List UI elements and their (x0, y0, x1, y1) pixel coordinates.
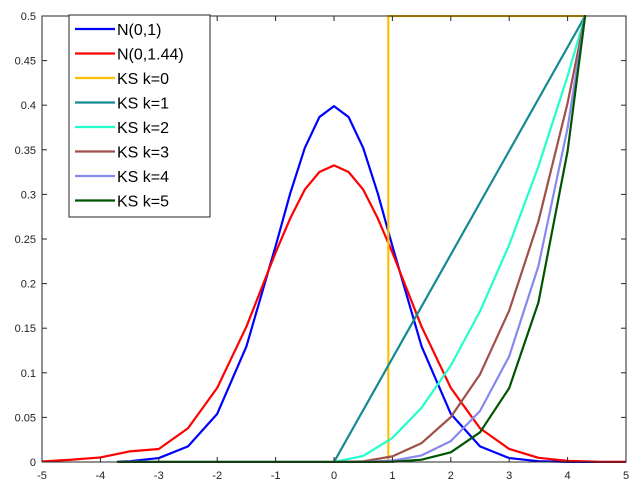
x-tick-label: 1 (389, 470, 395, 482)
x-tick-label: -1 (271, 470, 281, 482)
y-tick-label: 0.4 (21, 100, 36, 112)
series-line-0 (116, 105, 626, 463)
legend: N(0,1) N(0,1.44) KS k=0 KS k=1 KS k=2 KS k=3 K… (68, 14, 211, 218)
y-tick-label: 0.2 (21, 279, 36, 291)
series-line-4 (116, 15, 587, 463)
legend-label-2: KS k=0 (117, 71, 169, 88)
legend-label-6: KS k=4 (117, 169, 169, 186)
y-tick-label: 0.1 (21, 368, 36, 380)
x-tick-label: 3 (506, 470, 512, 482)
legend-label-3: KS k=1 (117, 96, 169, 113)
y-tick-label: 0 (30, 457, 36, 469)
legend-label-0: N(0,1) (117, 22, 161, 39)
x-tick-label: -3 (154, 470, 164, 482)
y-tick-label: 0.5 (21, 11, 36, 23)
x-tick-label: -4 (96, 470, 106, 482)
series-line-1 (42, 164, 626, 463)
x-tick-label: 2 (448, 470, 454, 482)
y-tick-label: 0.15 (15, 323, 36, 335)
x-tick-label: 0 (331, 470, 337, 482)
legend-label-4: KS k=2 (117, 120, 169, 137)
legend-box (68, 14, 211, 218)
legend-label-1: N(0,1.44) (117, 47, 184, 64)
y-tick-label: 0.25 (15, 234, 36, 246)
y-tick-label: 0.35 (15, 145, 36, 157)
y-tick-label: 0.05 (15, 412, 36, 424)
x-tick-label: -2 (212, 470, 222, 482)
x-tick-label: -5 (37, 470, 47, 482)
y-tick-label: 0.3 (21, 189, 36, 201)
y-tick-label: 0.45 (15, 56, 36, 68)
axis-ticks: -5 -4 -3 -2 -1 0 1 2 3 4 5 0 0.05 0.1 0.15 0.2 0.25 0.3 0.… (15, 11, 629, 482)
legend-label-5: KS k=3 (117, 145, 169, 162)
x-tick-label: 4 (565, 470, 571, 482)
legend-label-7: KS k=5 (117, 194, 169, 211)
x-tick-label: 5 (623, 470, 629, 482)
